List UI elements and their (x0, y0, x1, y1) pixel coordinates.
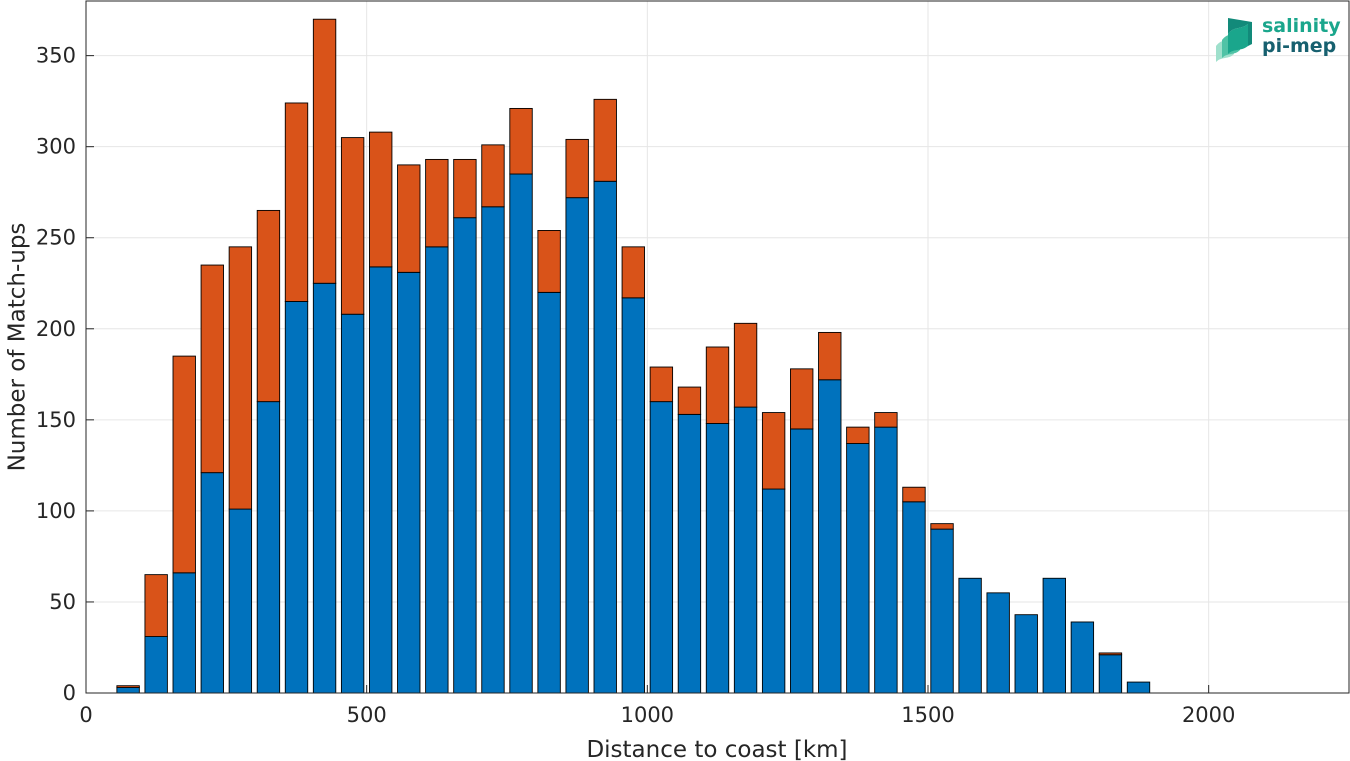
logo-wave-icon (1216, 18, 1252, 62)
bar-series-1 (790, 428, 814, 694)
bar-series-2 (284, 102, 309, 302)
bar-series-1 (565, 197, 589, 694)
bar-series-2 (790, 368, 814, 430)
bar-series-2 (565, 138, 589, 199)
bar-series-1 (902, 501, 926, 694)
bar-series-1 (256, 401, 281, 694)
bar-series-2 (930, 523, 954, 530)
logo-text-salinity: salinity (1262, 15, 1341, 37)
bar-series-2 (369, 131, 393, 268)
y-tick-label: 100 (36, 499, 76, 523)
x-tick-label: 1000 (621, 703, 674, 727)
bar-series-1 (593, 180, 617, 694)
salinity-pi-mep-logo: salinity pi-mep (1212, 14, 1342, 66)
bar-series-2 (397, 164, 421, 273)
bar-series-2 (312, 18, 337, 284)
y-tick-label: 250 (36, 226, 76, 250)
y-tick-label: 350 (36, 44, 76, 68)
bar-series-2 (1098, 652, 1123, 656)
bar-series-1 (1126, 681, 1151, 694)
bar-series-2 (340, 137, 365, 315)
y-tick-label: 200 (36, 317, 76, 341)
bar-series-1 (846, 443, 870, 694)
bar-series-1 (1014, 614, 1038, 694)
bar-series-2 (144, 574, 168, 637)
x-tick-label: 1500 (901, 703, 954, 727)
bar-series-1 (397, 271, 421, 694)
bar-series-1 (481, 206, 505, 694)
x-tick-label: 0 (79, 703, 92, 727)
x-axis-label: Distance to coast [km] (586, 737, 847, 761)
bar-series-1 (509, 173, 533, 694)
bar-series-1 (677, 413, 702, 694)
x-tick-label: 500 (347, 703, 387, 727)
bar-series-1 (1098, 654, 1123, 694)
bar-series-2 (846, 426, 870, 444)
bar-series-2 (593, 98, 617, 182)
bar-series-1 (312, 282, 337, 694)
bar-series-1 (1042, 577, 1066, 694)
bar-series-1 (621, 297, 645, 694)
y-tick-label: 0 (63, 681, 76, 705)
bar-series-1 (761, 488, 786, 694)
bar-series-1 (818, 379, 842, 694)
bar-series-1 (537, 291, 561, 694)
axes-box (85, 0, 1350, 694)
bar-series-2 (818, 331, 842, 381)
bar-series-1 (425, 246, 449, 694)
bar-series-2 (425, 158, 449, 248)
bars (116, 18, 1151, 694)
bar-series-1 (958, 577, 982, 694)
bar-series-2 (705, 346, 730, 424)
bar-series-1 (228, 508, 253, 694)
bar-series-2 (649, 366, 674, 403)
bar-series-2 (677, 386, 702, 415)
bar-series-2 (228, 246, 253, 510)
bar-series-2 (116, 685, 140, 688)
bar-series-1 (340, 313, 365, 694)
bar-series-1 (200, 472, 224, 694)
bar-series-1 (874, 426, 898, 694)
bar-series-2 (481, 144, 505, 208)
bar-series-2 (537, 230, 561, 293)
bar-series-1 (986, 592, 1010, 694)
bar-series-1 (453, 217, 477, 694)
y-tick-label: 300 (36, 135, 76, 159)
y-axis-ticks: 0 50 100 150 200 250 300 350 (36, 44, 94, 705)
bar-series-1 (284, 301, 309, 694)
logo-text-pi-mep: pi-mep (1262, 35, 1337, 57)
bar-series-1 (144, 636, 168, 694)
bar-series-1 (1070, 621, 1095, 694)
bar-series-1 (116, 687, 140, 694)
bar-series-2 (256, 209, 281, 403)
bar-series-2 (621, 246, 645, 299)
bar-series-2 (200, 264, 224, 474)
bar-series-1 (930, 528, 954, 694)
x-axis-ticks: 0 500 1000 1500 2000 (79, 685, 1235, 727)
bar-series-1 (649, 401, 674, 694)
bar-series-2 (874, 412, 898, 428)
bar-series-2 (902, 486, 926, 503)
y-axis-label: Number of Match-ups (5, 223, 31, 472)
bar-series-1 (369, 266, 393, 694)
bar-series-2 (453, 158, 477, 219)
y-tick-label: 150 (36, 408, 76, 432)
bar-series-2 (172, 355, 196, 574)
bar-series-1 (172, 572, 196, 694)
bar-series-2 (509, 107, 533, 175)
y-tick-label: 50 (49, 590, 76, 614)
bar-series-2 (761, 412, 786, 490)
bar-series-1 (705, 423, 730, 694)
bar-series-1 (733, 406, 758, 694)
x-tick-label: 2000 (1182, 703, 1235, 727)
bar-series-2 (733, 322, 758, 408)
